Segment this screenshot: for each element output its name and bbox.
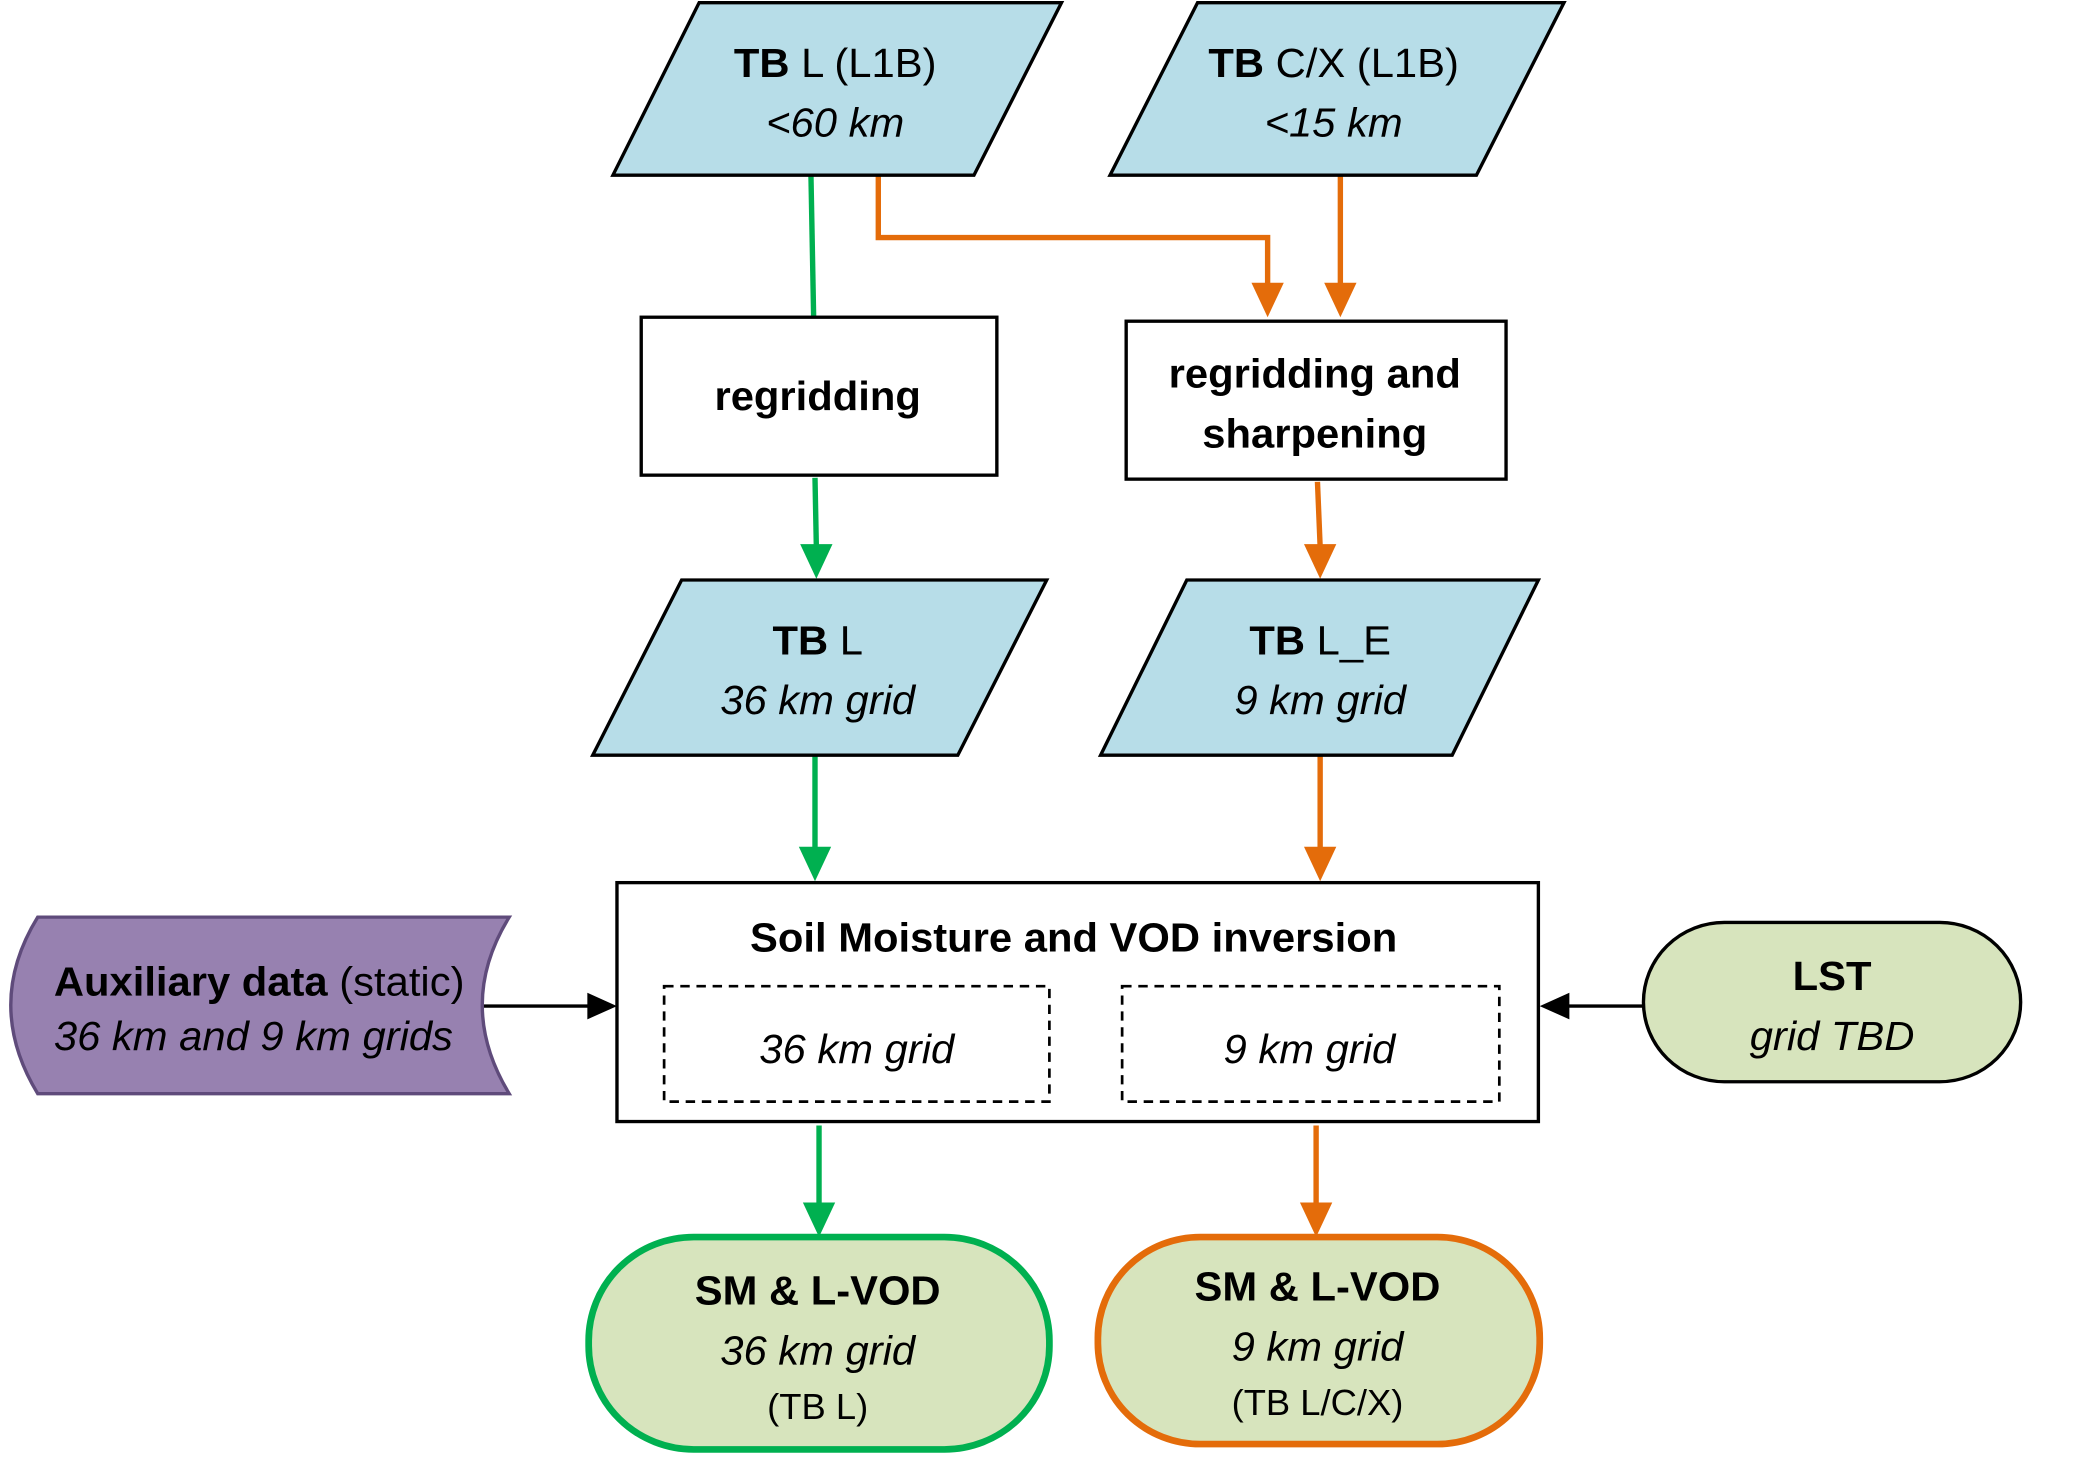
resolution: <15 km — [1265, 99, 1403, 146]
arrowhead — [798, 846, 832, 882]
label: Auxiliary data — [54, 958, 329, 1005]
label: TB — [1249, 617, 1305, 664]
cx-band-arrows — [875, 175, 1357, 1238]
input-arrows — [475, 992, 1644, 1020]
grid-9-label: 9 km grid — [1224, 1025, 1398, 1072]
grid-36-box — [662, 984, 1051, 1103]
label: (static) — [328, 958, 465, 1005]
node-inversion: Soil Moisture and VOD inversion 36 km gr… — [615, 880, 1541, 1124]
node-tb-l-e: TB L_E 9 km grid — [1097, 578, 1542, 757]
node-tb-l-l1b: TB L (L1B) <60 km — [610, 0, 1065, 177]
resolution: <60 km — [766, 99, 904, 146]
resolution: 36 km and 9 km grids — [54, 1012, 453, 1059]
arrowhead — [1324, 282, 1357, 318]
arrowhead — [1539, 992, 1570, 1020]
svg-text:TB C/X (L1B): TB C/X (L1B) — [1208, 39, 1459, 86]
svg-text:Auxiliary data (static): Auxiliary data (static) — [54, 958, 465, 1005]
label: sharpening — [1202, 410, 1427, 457]
resolution: 9 km grid — [1234, 676, 1408, 723]
arrowhead — [802, 1202, 836, 1238]
node-lst: LST grid TBD — [1641, 920, 2023, 1084]
note: (TB L) — [767, 1386, 868, 1427]
arrowhead — [1299, 1202, 1333, 1238]
svg-text:TB L_E: TB L_E — [1249, 617, 1391, 664]
resolution: 36 km grid — [720, 1327, 917, 1374]
arrowhead — [1251, 282, 1284, 318]
label: TB — [1208, 39, 1264, 86]
title: SM & L-VOD — [1195, 1263, 1441, 1310]
arrowhead — [800, 544, 833, 579]
arrowhead — [1303, 846, 1337, 882]
arrow-tbl1b-to-regridding — [808, 175, 817, 318]
node-regridding-sharpening: regridding and sharpening — [1124, 319, 1508, 481]
arrow-sharpening-to-tble — [1314, 481, 1323, 547]
label: regridding and — [1169, 350, 1461, 397]
label: L — [828, 617, 863, 664]
node-tb-cx-l1b: TB C/X (L1B) <15 km — [1107, 0, 1567, 177]
grid-9-box — [1120, 984, 1501, 1103]
node-regridding: regridding — [639, 315, 999, 477]
node-tb-l: TB L 36 km grid — [589, 578, 1050, 757]
title: SM & L-VOD — [695, 1267, 941, 1314]
resolution: 36 km grid — [720, 676, 917, 723]
arrowhead — [587, 992, 617, 1020]
node-auxiliary-data: Auxiliary data (static) 36 km and 9 km g… — [9, 915, 513, 1096]
arrow-regridding-to-tbl — [812, 477, 820, 547]
label: L_E — [1305, 617, 1391, 664]
node-sm-9: SM & L-VOD 9 km grid (TB L/C/X) — [1094, 1233, 1544, 1448]
grid-36-label: 36 km grid — [759, 1025, 956, 1072]
label: L (L1B) — [790, 39, 937, 86]
resolution: 9 km grid — [1232, 1323, 1406, 1370]
svg-text:TB L (L1B): TB L (L1B) — [734, 39, 937, 86]
arrowhead — [1303, 544, 1337, 579]
label: TB — [772, 617, 828, 664]
label: regridding — [714, 372, 920, 419]
resolution: grid TBD — [1750, 1012, 1915, 1059]
node-sm-36: SM & L-VOD 36 km grid (TB L) — [585, 1233, 1053, 1453]
title: Soil Moisture and VOD inversion — [750, 914, 1397, 961]
label: C/X (L1B) — [1264, 39, 1459, 86]
label: TB — [734, 39, 790, 86]
note: (TB L/C/X) — [1232, 1382, 1404, 1423]
l-band-arrows — [798, 175, 836, 1238]
arrow-tbl1b-to-sharpening — [875, 175, 1271, 286]
svg-text:TB L: TB L — [772, 617, 862, 664]
title: LST — [1793, 952, 1872, 999]
